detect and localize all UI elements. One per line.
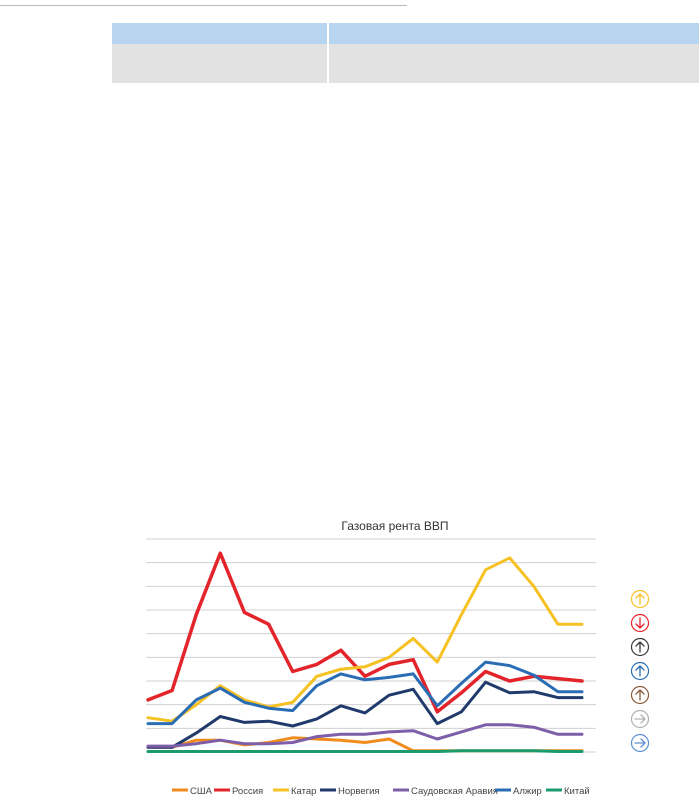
legend-item: Алжир bbox=[495, 786, 542, 797]
table-row bbox=[112, 44, 699, 83]
legend-label: Саудовская Аравия bbox=[411, 786, 498, 797]
table-header-cell bbox=[329, 23, 699, 44]
legend-label: Норвегия bbox=[338, 786, 380, 797]
legend-label: Катар bbox=[291, 786, 316, 797]
series-line bbox=[146, 660, 584, 726]
legend-item: Саудовская Аравия bbox=[393, 786, 498, 797]
series-line bbox=[146, 556, 584, 723]
series-line bbox=[146, 749, 584, 753]
legend-item: Китай bbox=[546, 786, 590, 797]
table-header-cell bbox=[112, 23, 329, 44]
series-line bbox=[146, 551, 584, 714]
arrow-up-icon bbox=[630, 637, 650, 657]
legend-item: Норвегия bbox=[320, 786, 380, 797]
table-cell bbox=[112, 44, 329, 83]
legend-label: Китай bbox=[564, 786, 590, 797]
chart-title: Газовая рента ВВП bbox=[341, 519, 448, 533]
arrow-up-icon bbox=[630, 685, 650, 705]
legend-item: Россия bbox=[214, 786, 263, 797]
legend-item: США bbox=[172, 786, 213, 797]
table-header-row bbox=[112, 23, 699, 44]
arrow-up-icon bbox=[630, 661, 650, 681]
arrow-up-icon bbox=[630, 589, 650, 609]
chart-legend: США Россия Катар Норвегия Саудовская Аравия А… bbox=[172, 786, 590, 797]
legend-label: Россия bbox=[232, 786, 263, 797]
chart-container: Газовая рента ВВП США Россия Катар Норвегия… bbox=[0, 515, 699, 801]
series-line bbox=[146, 680, 584, 749]
top-divider-line bbox=[0, 5, 407, 6]
series-line bbox=[146, 723, 584, 748]
chart-series bbox=[146, 551, 584, 753]
arrow-right-icon bbox=[630, 733, 650, 753]
gas-rent-chart: Газовая рента ВВП США Россия Катар Норвегия… bbox=[146, 519, 650, 797]
arrow-down-icon bbox=[630, 613, 650, 633]
legend-item: Катар bbox=[273, 786, 316, 797]
arrow-right-icon bbox=[630, 709, 650, 729]
table-cell bbox=[329, 44, 699, 83]
table bbox=[112, 23, 699, 83]
chart-grid bbox=[146, 538, 596, 753]
legend-label: Алжир bbox=[513, 786, 542, 797]
legend-label: США bbox=[190, 786, 213, 797]
trend-icons bbox=[630, 589, 650, 753]
